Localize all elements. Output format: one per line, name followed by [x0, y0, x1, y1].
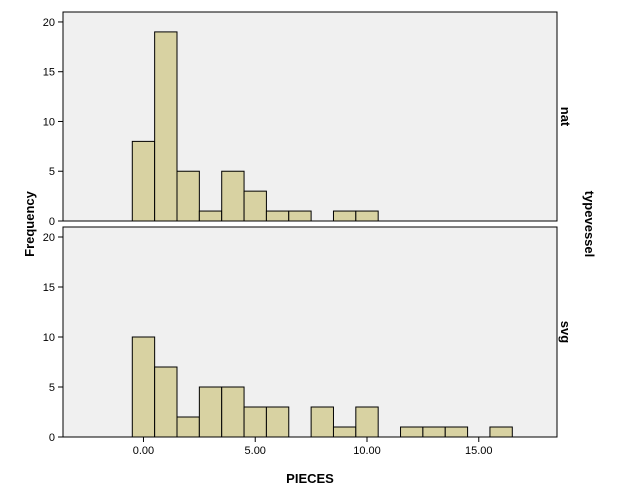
y-tick-label: 0	[49, 216, 55, 228]
y-tick-label: 20	[43, 17, 55, 29]
histogram-bar	[265, 210, 290, 222]
histogram-bar	[176, 416, 200, 438]
histogram-bar	[265, 406, 290, 438]
histogram-bar	[198, 386, 223, 438]
histogram-bar	[131, 336, 156, 438]
panel-label-svg: svg	[558, 321, 573, 343]
x-tick-label: 10.00	[353, 445, 381, 457]
panel-nat: 0 5 10 15 20 nat	[43, 11, 573, 228]
x-axis-title: PIECES	[286, 471, 334, 486]
y-tick-label: 15	[43, 282, 55, 294]
y-tick-label: 5	[49, 166, 55, 178]
x-axis: 0.00 5.00 10.00 15.00	[133, 437, 493, 457]
histogram-bar	[332, 210, 357, 222]
y-tick-label: 20	[43, 232, 55, 244]
histogram-bar	[310, 406, 334, 438]
x-tick-label: 15.00	[465, 445, 493, 457]
histogram-bar	[154, 366, 178, 438]
histogram-bar	[288, 210, 312, 222]
panels-group: 0 5 10 15 20 nat 0 5 10 15 20 svg	[43, 11, 573, 444]
y-axis-title: Frequency	[22, 190, 37, 257]
histogram-bar	[154, 31, 178, 222]
histogram-bar	[489, 426, 513, 438]
histogram-bar	[243, 190, 267, 222]
x-tick-label: 0.00	[133, 445, 154, 457]
histogram-bar	[221, 386, 245, 438]
panel-svg: 0 5 10 15 20 svg	[43, 226, 573, 444]
histogram-bar	[221, 170, 245, 222]
y-tick-label: 15	[43, 67, 55, 79]
panel-variable-label: typevessel	[582, 191, 597, 258]
x-tick-label: 5.00	[245, 445, 266, 457]
histogram-bar	[243, 406, 267, 438]
histogram-bar	[176, 170, 200, 222]
y-tick-label: 5	[49, 382, 55, 394]
y-tick-label: 10	[43, 332, 55, 344]
histogram-bar	[355, 210, 379, 222]
histogram-bar	[355, 406, 379, 438]
histogram-bar	[332, 426, 357, 438]
y-tick-label: 0	[49, 432, 55, 444]
histogram-bar	[198, 210, 223, 222]
y-tick-label: 10	[43, 116, 55, 128]
histogram-bar	[444, 426, 469, 438]
histogram-bar	[400, 426, 424, 438]
histogram-bar	[131, 140, 156, 222]
histogram-bar	[422, 426, 446, 438]
panel-label-nat: nat	[558, 107, 573, 127]
